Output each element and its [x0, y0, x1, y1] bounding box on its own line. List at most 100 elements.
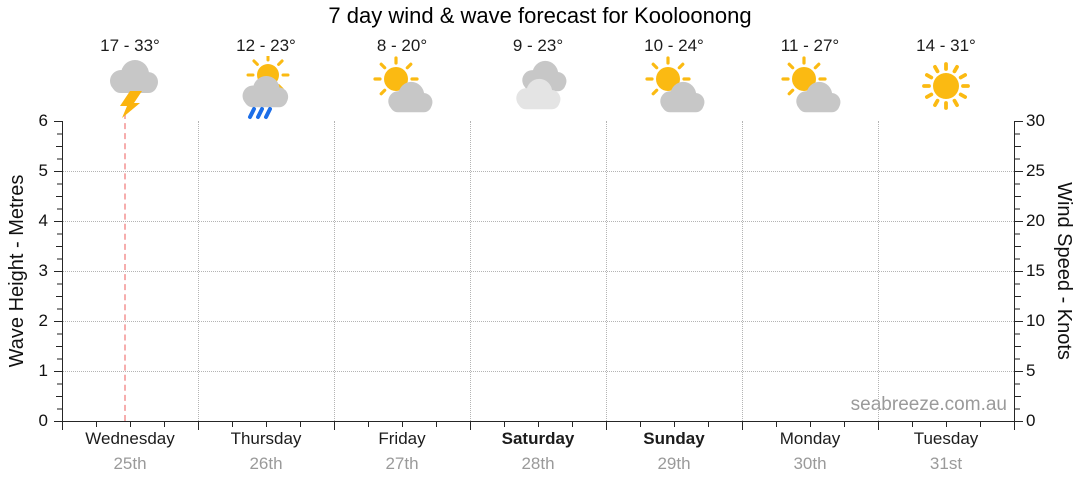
x-tick — [640, 422, 641, 427]
y-tick-left — [56, 346, 62, 347]
storm-cloud-icon — [96, 56, 164, 120]
x-tick — [470, 422, 471, 430]
y-tick-right — [1015, 233, 1020, 235]
day-label: Wednesday — [85, 429, 175, 448]
y-tick-right — [1015, 183, 1020, 185]
x-tick — [572, 422, 573, 427]
y-tick-right — [1015, 121, 1023, 122]
day-temp-label: 9 - 23° — [512, 36, 564, 55]
y-tick-left — [57, 308, 62, 310]
day-label: Sunday — [643, 429, 705, 448]
y-tick-label-left: 3 — [38, 261, 48, 280]
day-label: Friday — [378, 429, 426, 448]
date-label: 26th — [249, 454, 283, 473]
y-tick-left — [56, 396, 62, 397]
x-tick — [402, 422, 403, 427]
y-tick-right — [1015, 258, 1020, 260]
sun-icon — [912, 56, 980, 120]
sun-cloud-icon — [640, 56, 708, 120]
x-tick — [130, 422, 131, 427]
v-gridline — [878, 121, 879, 421]
day-temp-label: 14 - 31° — [916, 36, 976, 55]
watermark-text: seabreeze.com.au — [850, 394, 1007, 415]
x-tick — [504, 422, 505, 427]
y-tick-label-right: 25 — [1026, 161, 1045, 180]
y-tick-right — [1015, 146, 1021, 147]
y-tick-left — [56, 296, 62, 297]
right-axis-line — [1014, 121, 1015, 422]
left-axis-line — [62, 121, 63, 422]
h-gridline — [63, 221, 1014, 222]
y-tick-right — [1015, 208, 1020, 210]
cloudy-icon — [504, 56, 572, 120]
y-tick-left — [54, 221, 62, 222]
y-tick-left — [57, 158, 62, 160]
day-temp-label: 12 - 23° — [236, 36, 296, 55]
y-tick-label-right: 10 — [1026, 311, 1045, 330]
y-tick-label-left: 1 — [38, 361, 48, 380]
x-tick — [538, 422, 539, 427]
day-temp-label: 10 - 24° — [644, 36, 704, 55]
x-tick — [844, 422, 845, 427]
sun-cloud-rain-icon — [232, 53, 300, 120]
y-tick-label-left: 2 — [38, 311, 48, 330]
h-gridline — [63, 271, 1014, 272]
x-tick — [708, 422, 709, 427]
y-tick-left — [56, 246, 62, 247]
y-tick-left — [57, 258, 62, 260]
y-tick-right — [1015, 158, 1020, 160]
x-tick — [606, 422, 607, 430]
y-tick-label-right: 30 — [1026, 111, 1045, 130]
y-tick-left — [54, 121, 62, 122]
h-gridline — [63, 171, 1014, 172]
chart-title: 7 day wind & wave forecast for Kooloonon… — [328, 3, 752, 28]
now-line — [124, 113, 126, 421]
x-tick — [912, 422, 913, 427]
day-temp-label: 8 - 20° — [376, 36, 428, 55]
day-label: Thursday — [230, 429, 302, 448]
x-tick — [980, 422, 981, 427]
y-tick-right — [1015, 371, 1023, 372]
y-tick-label-left: 5 — [38, 161, 48, 180]
y-tick-left — [57, 183, 62, 185]
y-tick-right — [1015, 246, 1021, 247]
y-tick-label-right: 0 — [1026, 411, 1036, 430]
h-gridline — [63, 321, 1014, 322]
y-tick-right — [1015, 421, 1023, 422]
y-tick-left — [54, 321, 62, 322]
date-label: 25th — [113, 454, 147, 473]
y-tick-right — [1015, 171, 1023, 172]
y-tick-right — [1015, 221, 1023, 222]
y-tick-right — [1015, 271, 1023, 272]
y-tick-label-left: 6 — [38, 111, 48, 130]
y-tick-right — [1015, 133, 1020, 135]
x-tick — [164, 422, 165, 427]
day-temp-label: 11 - 27° — [780, 36, 840, 55]
y-tick-left — [54, 371, 62, 372]
y-tick-right — [1015, 346, 1021, 347]
y-tick-left — [56, 196, 62, 197]
y-tick-left — [54, 421, 62, 422]
y-tick-right — [1015, 358, 1020, 360]
x-tick — [62, 422, 63, 430]
x-tick — [232, 422, 233, 427]
y-tick-right — [1015, 321, 1023, 322]
x-tick — [1014, 422, 1015, 430]
sun-cloud-icon — [368, 56, 436, 120]
v-gridline — [198, 121, 199, 421]
y-tick-label-right: 5 — [1026, 361, 1036, 380]
y-tick-left — [56, 146, 62, 147]
y-tick-left — [54, 271, 62, 272]
y-tick-left — [57, 333, 62, 335]
date-label: 30th — [793, 454, 827, 473]
x-tick — [946, 422, 947, 427]
y-tick-right — [1015, 283, 1020, 285]
y-tick-left — [57, 233, 62, 235]
day-label: Tuesday — [913, 429, 979, 448]
y-tick-label-left: 4 — [38, 211, 48, 230]
y-tick-left — [57, 208, 62, 210]
y-tick-right — [1015, 296, 1021, 297]
x-tick — [810, 422, 811, 427]
x-tick — [742, 422, 743, 430]
